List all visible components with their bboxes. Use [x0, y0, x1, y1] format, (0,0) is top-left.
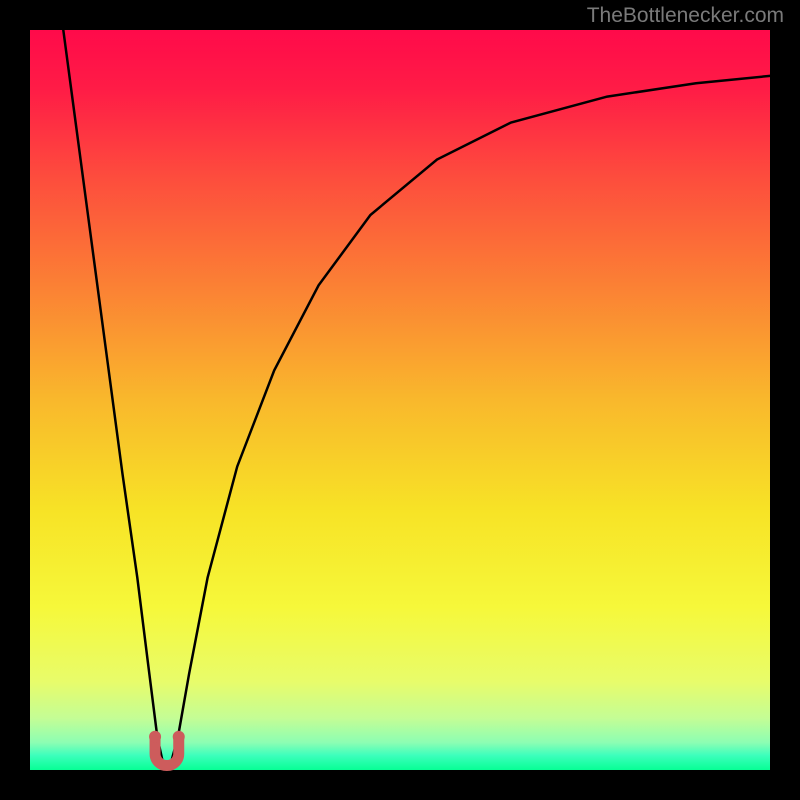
optimal-marker-dot-2 — [173, 731, 185, 743]
chart-container: TheBottlenecker.com — [0, 0, 800, 800]
bottleneck-chart — [0, 0, 800, 800]
gradient-background — [30, 30, 770, 770]
optimal-marker-dot-1 — [149, 731, 161, 743]
